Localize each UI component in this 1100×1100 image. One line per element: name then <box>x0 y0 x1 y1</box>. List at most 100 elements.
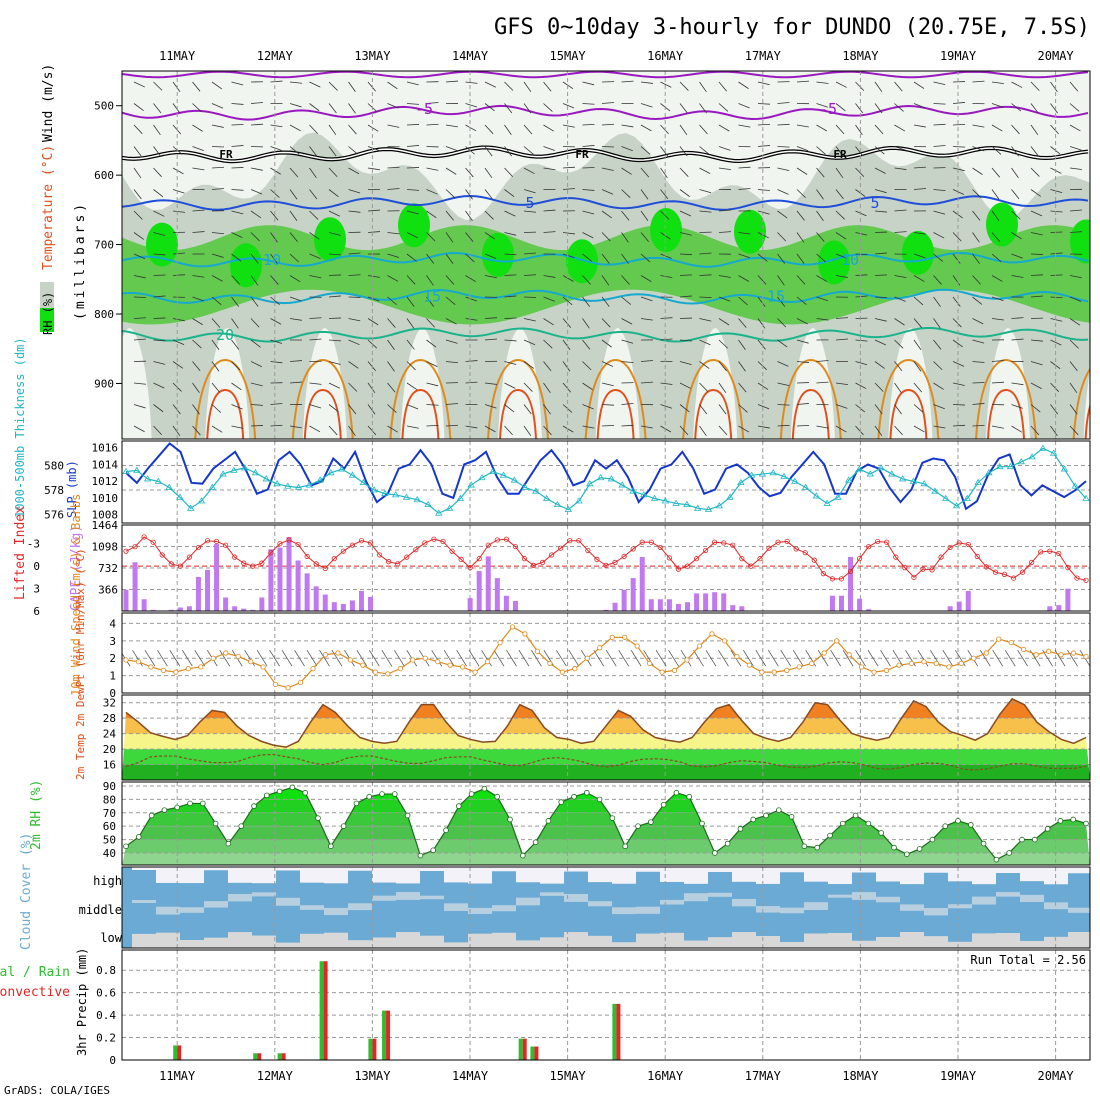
wind10m-marker <box>609 634 615 640</box>
rh2m-marker <box>596 796 603 803</box>
cape-bar <box>694 593 700 611</box>
precip-convective-bar <box>257 1053 262 1060</box>
rh2m-marker <box>839 820 846 827</box>
rh2m-marker <box>481 785 488 792</box>
wind10m-barb <box>1054 650 1066 667</box>
rh2m-marker <box>763 812 769 819</box>
temp2m-tick-label: 20 <box>103 743 116 756</box>
wind10m-marker <box>659 669 665 675</box>
pressure-axis-label: (millibars) <box>73 201 88 320</box>
cape-bar <box>313 586 319 611</box>
isotherm-hot <box>694 388 733 439</box>
wind10m-barb <box>618 650 630 667</box>
thickness-marker <box>553 500 562 508</box>
precip-tick-label: 0.8 <box>96 964 116 977</box>
wind10m-marker <box>746 662 752 668</box>
cloud-clear-mid <box>588 901 612 907</box>
cape-bar <box>666 599 672 611</box>
precip-convective-bar <box>177 1045 182 1060</box>
rh2m-marker <box>852 812 859 819</box>
isotherm-label: FR <box>219 148 233 161</box>
thickness-marker <box>1082 494 1090 501</box>
lifted-index-marker <box>730 542 736 548</box>
isotherm-hot <box>987 388 1025 439</box>
wind10m-marker <box>734 653 740 660</box>
rh2m-marker <box>942 823 948 829</box>
cloud-clear-high <box>300 867 324 883</box>
cloud-clear-high <box>900 867 924 885</box>
wind10m-marker <box>1045 648 1052 654</box>
wind10m-marker <box>534 648 541 654</box>
cloud-clear-high <box>876 867 900 882</box>
precip-total-bar <box>173 1045 178 1060</box>
wind10m-marker <box>908 660 915 667</box>
precip-convective-bar <box>386 1010 391 1060</box>
isotherm-minus5 <box>122 104 1089 121</box>
rh2m-marker <box>174 804 181 811</box>
thickness-marker <box>1028 453 1036 460</box>
lifted-index-marker <box>331 556 337 562</box>
isotherm-warm <box>779 358 842 439</box>
thickness-marker <box>532 487 540 494</box>
wind10m-marker <box>248 659 254 665</box>
wind10m-barb <box>755 650 767 667</box>
rh-dry-plume <box>595 328 640 439</box>
cloud-clear-low <box>156 932 180 948</box>
rh2m-marker <box>443 827 449 833</box>
isotherm-warm <box>975 358 1037 439</box>
wind10m-marker <box>1008 639 1014 646</box>
wind10m-marker <box>310 666 316 672</box>
cloud-level-label: low <box>100 931 122 945</box>
wind10m-barb <box>181 650 193 667</box>
cloud-clear-high <box>612 867 636 884</box>
cape-bar <box>703 593 709 611</box>
thickness-tick-label: 578 <box>44 484 64 497</box>
thickness-marker <box>445 504 454 511</box>
wind10m-barb <box>269 650 280 667</box>
rh2m-marker <box>609 815 616 821</box>
lifted-index-marker <box>467 565 473 571</box>
precip-convective-bar <box>616 1003 621 1060</box>
wind10m-barb <box>605 650 617 667</box>
wind10m-barb <box>356 650 368 667</box>
thickness-marker <box>402 493 411 500</box>
pressure-tick-label: 700 <box>94 239 114 252</box>
thickness-marker <box>1060 465 1069 472</box>
date-label-top: 14MAY <box>452 49 489 63</box>
wind10m-barb <box>281 650 293 667</box>
rh2m-marker <box>468 791 475 797</box>
lifted-index-marker <box>721 540 727 546</box>
cape-bar <box>829 595 835 611</box>
wind10m-marker <box>372 669 378 675</box>
lifted-index-marker <box>1038 549 1044 555</box>
rh2m-tick-label: 90 <box>103 780 116 793</box>
wind10m-marker <box>821 650 827 656</box>
lifted-index-marker <box>232 554 238 560</box>
thickness-marker <box>348 471 357 478</box>
rh-saturated-blob <box>482 232 514 277</box>
lifted-index-marker <box>902 565 908 571</box>
cloud-clear-low <box>732 932 756 948</box>
wind10m-marker <box>297 679 304 686</box>
wind10m-marker <box>721 638 728 644</box>
cloud-clear-mid <box>612 907 636 915</box>
wind10m-marker <box>273 681 279 687</box>
isotherm-hot <box>206 388 245 439</box>
cape-bar <box>1056 605 1062 611</box>
cape-bar <box>259 597 265 611</box>
cape-bar <box>485 556 491 611</box>
pressure-tick-label: 600 <box>94 169 114 182</box>
rh-saturated-blob <box>1070 219 1090 264</box>
cloud-clear-mid <box>348 903 372 911</box>
cape-bar <box>286 536 292 611</box>
pressure-tick-label: 900 <box>94 377 114 390</box>
thickness-marker <box>208 483 216 490</box>
thickness-marker <box>467 481 475 488</box>
wind10m-marker <box>484 659 491 665</box>
lifted-index-marker <box>132 544 138 550</box>
cape-bar <box>1047 606 1053 611</box>
cloud-clear-mid <box>468 907 492 914</box>
precip-tick-label: 0 <box>109 1054 116 1067</box>
wind10m-marker <box>1021 646 1027 653</box>
wind10m-marker <box>958 660 964 667</box>
